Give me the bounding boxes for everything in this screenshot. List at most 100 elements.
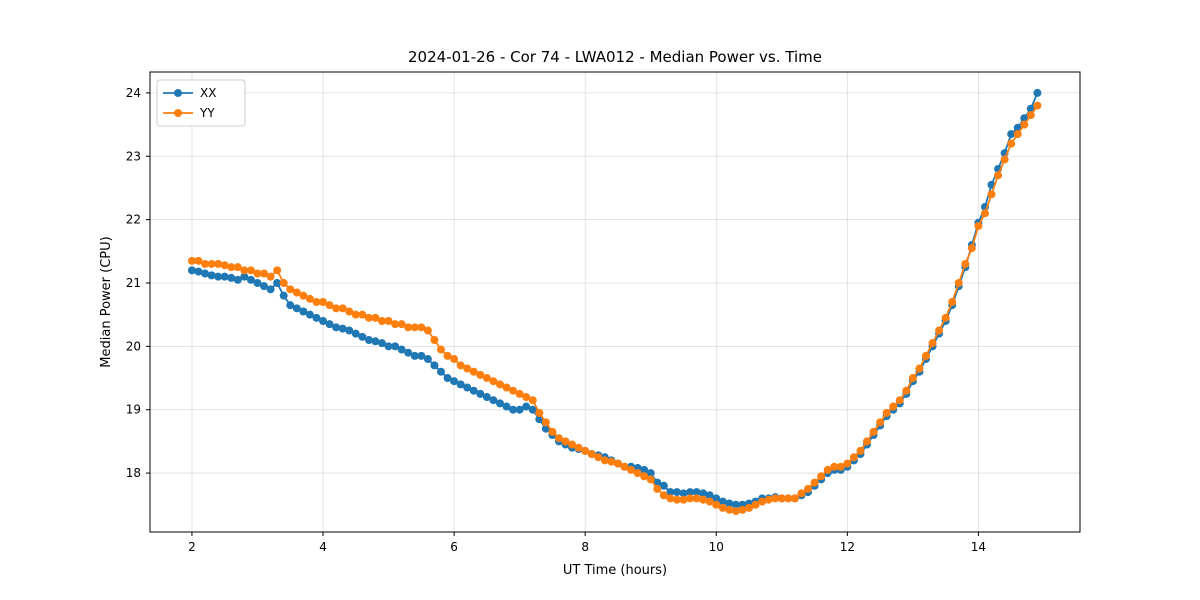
data-point-marker: [679, 495, 688, 504]
data-point-marker: [954, 278, 963, 287]
data-point-marker: [463, 383, 472, 392]
y-tick-label: 23: [126, 149, 141, 163]
data-point-marker: [541, 418, 550, 427]
x-tick-label: 8: [581, 540, 589, 554]
data-point-marker: [659, 491, 668, 500]
data-point-marker: [1000, 155, 1009, 164]
plot-frame: [149, 71, 1081, 533]
data-point-marker: [227, 263, 236, 272]
data-point-marker: [535, 408, 544, 417]
data-point-marker: [718, 497, 727, 506]
data-point-marker: [436, 367, 445, 376]
data-point-marker: [469, 367, 478, 376]
data-point-marker: [253, 269, 262, 278]
data-point-marker: [319, 317, 328, 326]
data-point-marker: [620, 462, 629, 471]
data-point-marker: [522, 402, 531, 411]
x-tick-label: 2: [188, 540, 196, 554]
x-tick-label: 10: [709, 540, 724, 554]
data-point-marker: [902, 386, 911, 395]
data-point-marker: [240, 266, 249, 275]
data-point-marker: [699, 495, 708, 504]
data-point-marker: [554, 434, 563, 443]
data-point-marker: [817, 472, 826, 481]
data-point-marker: [948, 298, 957, 306]
data-point-marker: [725, 499, 734, 508]
data-point-marker: [332, 323, 341, 332]
data-point-marker: [646, 469, 655, 478]
data-point-marker: [568, 440, 577, 449]
data-point-marker: [201, 269, 210, 278]
data-point-marker: [712, 494, 721, 503]
data-point-marker: [863, 437, 871, 446]
data-point-marker: [482, 393, 491, 402]
x-tick-label: 6: [450, 540, 458, 554]
legend-marker-yy-icon: [174, 109, 182, 117]
data-point-marker: [456, 361, 465, 370]
data-point-marker: [974, 221, 983, 230]
legend-label-xx: XX: [200, 86, 216, 100]
data-point-marker: [207, 259, 216, 268]
data-point-marker: [528, 396, 537, 405]
data-point-marker: [1013, 130, 1022, 139]
gridlines: [150, 72, 1080, 532]
data-point-marker: [692, 488, 701, 497]
data-point-marker: [679, 489, 688, 498]
data-point-marker: [810, 478, 819, 487]
data-point-marker: [692, 494, 701, 503]
data-point-marker: [686, 494, 695, 503]
data-point-marker: [994, 171, 1003, 180]
data-point-marker: [613, 459, 622, 468]
legend-item-xx: XX: [163, 86, 216, 100]
data-point-marker: [509, 405, 518, 414]
data-point-marker: [201, 259, 210, 268]
data-point-marker: [417, 323, 426, 332]
data-point-marker: [194, 267, 203, 276]
data-point-marker: [443, 351, 452, 360]
data-point-marker: [233, 263, 242, 272]
data-point-marker: [286, 301, 295, 310]
data-point-marker: [305, 294, 314, 303]
data-point-marker: [338, 324, 347, 333]
data-point-marker: [561, 437, 570, 446]
data-point-marker: [751, 500, 760, 509]
data-point-marker: [391, 342, 400, 351]
data-point-marker: [312, 298, 321, 306]
data-point-marker: [672, 488, 681, 497]
data-point-marker: [495, 380, 504, 389]
data-point-marker: [187, 266, 196, 275]
data-point-marker: [849, 453, 858, 462]
data-point-marker: [889, 402, 898, 411]
legend-label-yy: YY: [199, 106, 215, 120]
data-point-marker: [332, 304, 341, 313]
data-point-marker: [260, 269, 269, 278]
data-point-marker: [771, 494, 780, 503]
data-point-marker: [705, 497, 714, 506]
data-point-marker: [548, 427, 557, 436]
data-point-marker: [784, 494, 793, 503]
data-point-marker: [686, 488, 695, 497]
data-point-marker: [928, 339, 937, 348]
data-point-marker: [882, 408, 891, 417]
data-point-marker: [260, 282, 269, 291]
data-point-marker: [410, 323, 419, 332]
data-point-marker: [410, 351, 419, 360]
chart-title: 2024-01-26 - Cor 74 - LWA012 - Median Po…: [408, 48, 822, 66]
data-point-marker: [738, 505, 747, 514]
data-point-marker: [725, 505, 734, 514]
data-point-marker: [489, 396, 498, 405]
data-point-marker: [417, 351, 426, 360]
data-point-marker: [469, 386, 478, 395]
data-point-marker: [220, 272, 229, 281]
data-point-marker: [627, 465, 636, 474]
data-point-marker: [522, 393, 531, 402]
data-point-marker: [659, 481, 668, 490]
data-point-marker: [443, 374, 452, 383]
data-point-marker: [187, 256, 196, 265]
data-point-marker: [790, 494, 799, 503]
data-point-marker: [279, 278, 288, 287]
data-point-marker: [404, 348, 413, 357]
data-point-marker: [712, 500, 721, 509]
